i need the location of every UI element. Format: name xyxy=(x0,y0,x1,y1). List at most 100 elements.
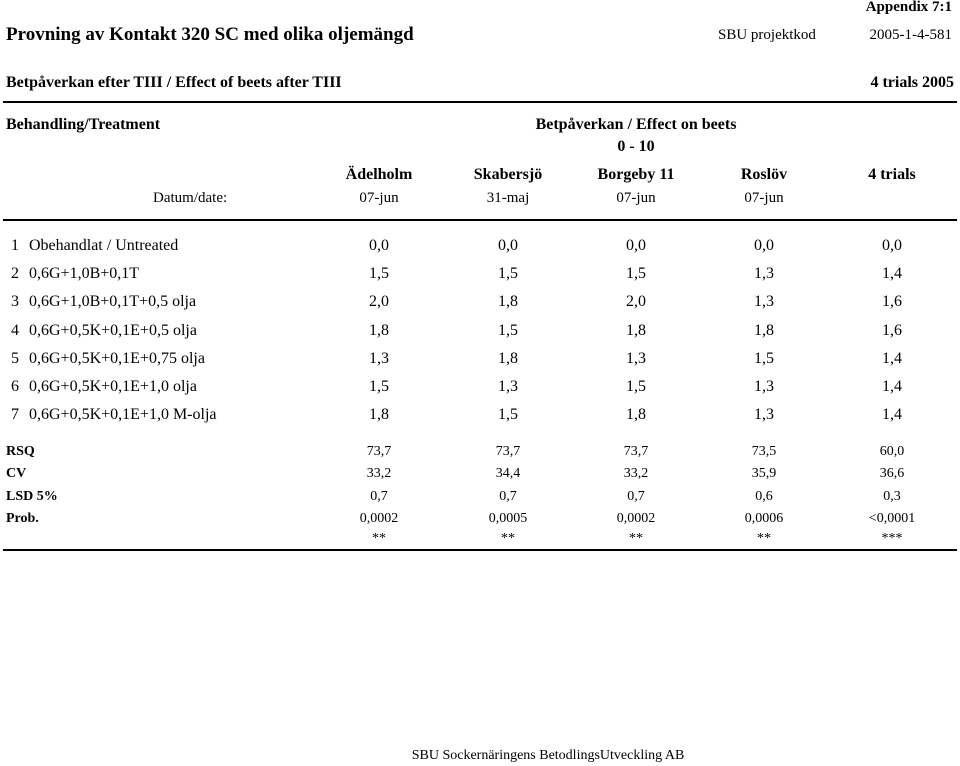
stat-value: 73,7 xyxy=(623,444,649,459)
table-cell: 1,8 xyxy=(498,350,518,367)
table-cell: 0,0 xyxy=(882,237,902,254)
stat-label: CV xyxy=(6,466,27,481)
table-cell: 0,0 xyxy=(754,237,774,254)
table-cell: 1,5 xyxy=(626,378,646,395)
table-cell: 1,8 xyxy=(369,322,389,339)
table-cell: 0,0 xyxy=(498,237,518,254)
treatment-name: 0,6G+0,5K+0,1E+1,0 M-olja xyxy=(29,406,217,423)
stat-value: 0,7 xyxy=(627,489,645,504)
row-number: 7 xyxy=(11,406,19,423)
footer: SBU Sockernäringens BetodlingsUtveckling… xyxy=(411,748,685,763)
table-cell: 1,4 xyxy=(882,378,902,395)
stat-value: 0,0005 xyxy=(488,511,528,526)
stat-value: 0,6 xyxy=(755,489,773,504)
treatment-name: 0,6G+0,5K+0,1E+0,5 olja xyxy=(29,322,197,339)
table-cell: 1,3 xyxy=(754,293,774,310)
table-cell: 1,5 xyxy=(498,322,518,339)
treatment-name: 0,6G+0,5K+0,1E+1,0 olja xyxy=(29,378,197,395)
column-date: 07-jun xyxy=(744,190,784,206)
stat-value: ** xyxy=(629,531,643,546)
table-bottom-rule xyxy=(3,549,957,551)
table-cell: 2,0 xyxy=(369,293,389,310)
treatment-name: 0,6G+0,5K+0,1E+0,75 olja xyxy=(29,350,205,367)
project-code: 2005-1-4-581 xyxy=(869,27,953,43)
table-cell: 0,0 xyxy=(626,237,646,254)
row-number: 3 xyxy=(11,293,19,310)
row-number: 2 xyxy=(11,265,19,282)
column-name: 4 trials xyxy=(868,166,916,183)
column-date: 07-jun xyxy=(359,190,399,206)
stat-label: Prob. xyxy=(6,511,39,526)
table-cell: 1,5 xyxy=(626,265,646,282)
effect-header: Betpåverkan / Effect on beets xyxy=(535,116,737,133)
stat-value: 0,3 xyxy=(883,489,901,504)
treatment-header: Behandling/Treatment xyxy=(6,116,161,133)
stat-value: 35,9 xyxy=(751,466,777,481)
header-divider xyxy=(3,101,957,103)
table-cell: 1,4 xyxy=(882,265,902,282)
table-cell: 1,6 xyxy=(882,322,902,339)
table-cell: 1,6 xyxy=(882,293,902,310)
stat-value: <0,0001 xyxy=(868,511,916,526)
stat-value: 60,0 xyxy=(879,444,905,459)
column-header-divider xyxy=(3,219,957,221)
date-label: Datum/date: xyxy=(153,190,228,206)
table-cell: 1,8 xyxy=(626,322,646,339)
table-cell: 1,4 xyxy=(882,406,902,423)
table-cell: 1,5 xyxy=(498,406,518,423)
row-number: 6 xyxy=(11,378,19,395)
table-cell: 2,0 xyxy=(626,293,646,310)
table-cell: 1,3 xyxy=(754,378,774,395)
table-cell: 1,8 xyxy=(754,322,774,339)
appendix-label: Appendix 7:1 xyxy=(865,0,952,15)
scale-label: 0 - 10 xyxy=(617,138,655,155)
stat-value: 0,7 xyxy=(499,489,517,504)
stat-value: 33,2 xyxy=(366,466,392,481)
table-cell: 1,3 xyxy=(754,406,774,423)
stat-value: 73,7 xyxy=(495,444,521,459)
table-cell: 0,0 xyxy=(369,237,389,254)
project-code-label: SBU projektkod xyxy=(718,27,816,43)
column-date: 31-maj xyxy=(486,190,530,206)
stat-value: 33,2 xyxy=(623,466,649,481)
stat-value: ** xyxy=(501,531,515,546)
stat-value: 36,6 xyxy=(879,466,905,481)
stat-value: ** xyxy=(757,531,771,546)
stat-value: 0,0002 xyxy=(359,511,399,526)
treatment-name: Obehandlat / Untreated xyxy=(29,237,179,254)
column-name: Skabersjö xyxy=(473,166,543,183)
stat-value: 73,7 xyxy=(366,444,392,459)
row-number: 5 xyxy=(11,350,19,367)
row-number: 1 xyxy=(11,237,19,254)
table-cell: 1,3 xyxy=(498,378,518,395)
table-cell: 1,5 xyxy=(498,265,518,282)
stat-value: 0,7 xyxy=(370,489,388,504)
page-title: Provning av Kontakt 320 SC med olika olj… xyxy=(6,24,414,45)
column-name: Roslöv xyxy=(740,166,788,183)
row-number: 4 xyxy=(11,322,19,339)
column-date: 07-jun xyxy=(616,190,656,206)
treatment-name: 0,6G+1,0B+0,1T xyxy=(29,265,140,282)
table-cell: 1,5 xyxy=(369,378,389,395)
stat-label: RSQ xyxy=(6,444,35,459)
table-cell: 1,3 xyxy=(369,350,389,367)
column-name: Ädelholm xyxy=(345,166,413,183)
table-cell: 1,8 xyxy=(369,406,389,423)
table-cell: 1,8 xyxy=(498,293,518,310)
stat-value: *** xyxy=(881,531,903,546)
column-name: Borgeby 11 xyxy=(597,166,675,183)
stat-value: 0,0002 xyxy=(616,511,656,526)
table-cell: 1,4 xyxy=(882,350,902,367)
table-cell: 1,8 xyxy=(626,406,646,423)
stat-value: 0,0006 xyxy=(744,511,784,526)
stat-value: 34,4 xyxy=(495,466,521,481)
trials-label: 4 trials 2005 xyxy=(870,74,954,91)
table-cell: 1,5 xyxy=(754,350,774,367)
treatment-name: 0,6G+1,0B+0,1T+0,5 olja xyxy=(29,293,197,310)
stat-value: ** xyxy=(372,531,386,546)
page-subtitle: Betpåverkan efter TIII / Effect of beets… xyxy=(6,74,342,91)
table-cell: 1,5 xyxy=(369,265,389,282)
table-cell: 1,3 xyxy=(754,265,774,282)
stat-value: 73,5 xyxy=(751,444,777,459)
table-cell: 1,3 xyxy=(626,350,646,367)
